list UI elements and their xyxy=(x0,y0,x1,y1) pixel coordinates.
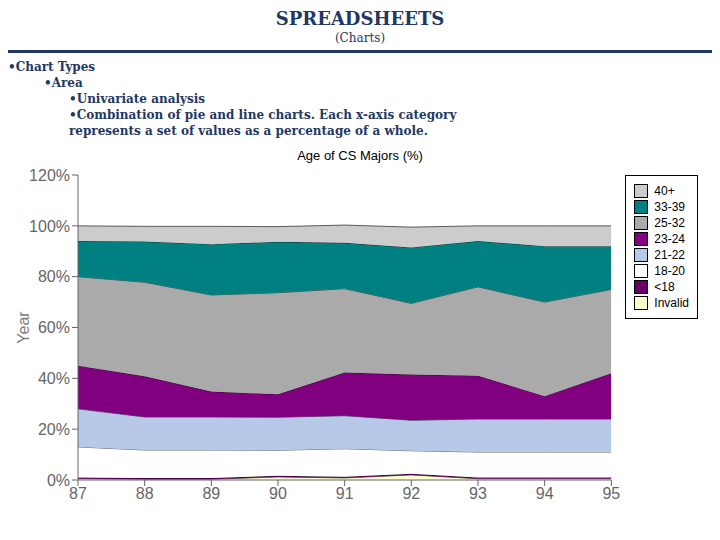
html-text:SPREADSHEETS: SPREADSHEETS xyxy=(275,8,445,29)
svg-text:60%: 60% xyxy=(38,319,70,336)
svg-text:95: 95 xyxy=(602,485,620,502)
html-text:represents a set of values as: represents a set of values as a percenta… xyxy=(69,124,428,138)
svg-text:80%: 80% xyxy=(38,268,70,285)
svg-text:40%: 40% xyxy=(38,370,70,387)
svg-text:90: 90 xyxy=(269,485,287,502)
svg-text:89: 89 xyxy=(202,485,220,502)
html-text:•Area: •Area xyxy=(44,76,83,90)
svg-text:87: 87 xyxy=(69,485,87,502)
html-text:18-20: 18-20 xyxy=(654,264,685,278)
html-text:40+: 40+ xyxy=(654,184,675,198)
svg-text:88: 88 xyxy=(136,485,154,502)
html-text:33-39: 33-39 xyxy=(654,200,685,214)
html-text:21-22: 21-22 xyxy=(654,248,685,262)
svg-text:20%: 20% xyxy=(38,421,70,438)
html-text:•Univariate analysis: •Univariate analysis xyxy=(69,92,206,106)
html-text:<18: <18 xyxy=(654,280,675,294)
svg-text:120%: 120% xyxy=(29,167,70,184)
html-text:23-24: 23-24 xyxy=(654,232,685,246)
html-text:25-32: 25-32 xyxy=(654,216,685,230)
html-text:Age of CS Majors (%): Age of CS Majors (%) xyxy=(297,148,423,163)
svg-text:Year: Year xyxy=(15,311,32,344)
html-text:•Combination of pie and line c: •Combination of pie and line charts. Eac… xyxy=(69,108,457,122)
svg-text:91: 91 xyxy=(336,485,354,502)
svg-text:92: 92 xyxy=(402,485,420,502)
html-text:Invalid: Invalid xyxy=(654,296,689,310)
html-text:•Chart Types: •Chart Types xyxy=(8,60,96,74)
svg-text:94: 94 xyxy=(536,485,554,502)
svg-text:100%: 100% xyxy=(29,218,70,235)
html-text:(Charts): (Charts) xyxy=(334,31,386,45)
svg-text:93: 93 xyxy=(469,485,487,502)
svg-text:0%: 0% xyxy=(47,472,70,489)
